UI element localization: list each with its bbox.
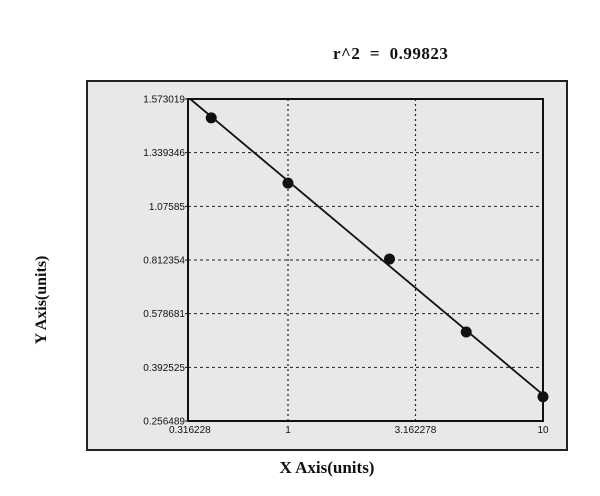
data-point (537, 391, 549, 403)
y-tick-label: 0.812354 (143, 256, 185, 267)
data-point (383, 253, 395, 265)
r-squared-annotation: r^2 = 0.99823 (333, 44, 449, 63)
x-tick-label: 1 (285, 425, 291, 436)
y-tick-label: 1.573019 (143, 95, 185, 106)
y-tick-label: 0.392525 (143, 363, 185, 374)
y-tick-label: 0.256489 (143, 417, 185, 428)
data-point (205, 112, 217, 124)
x-axis-label: X Axis(units) (279, 458, 375, 477)
x-tick-label: 10 (537, 425, 549, 436)
x-tick-label: 0.316228 (169, 425, 211, 436)
y-tick-label: 0.578681 (143, 309, 185, 320)
gridlines (188, 99, 543, 421)
y-tick-label: 1.07585 (149, 202, 186, 213)
fit-line (189, 98, 544, 396)
y-tick-label: 1.339346 (143, 148, 185, 159)
x-tick-labels: 0.316228 1 3.162278 10 (169, 425, 549, 436)
y-axis-label: Y Axis(units) (33, 255, 50, 345)
data-points (205, 112, 549, 403)
y-tick-labels: 1.573019 1.339346 1.07585 0.812354 0.578681 0… (143, 95, 188, 428)
x-tick-label: 3.162278 (395, 425, 437, 436)
data-point (460, 326, 472, 338)
chart-frame (86, 80, 568, 451)
data-point (282, 177, 294, 189)
